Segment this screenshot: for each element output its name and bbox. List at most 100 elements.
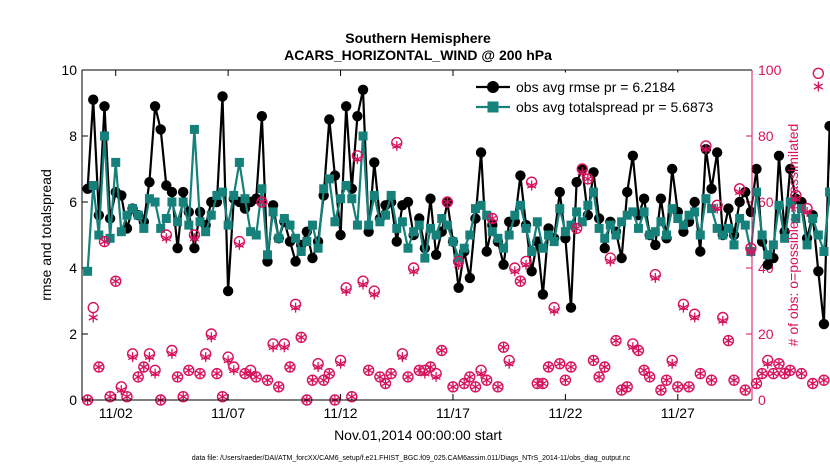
spread-point (347, 194, 357, 204)
obs-assimilated-point (229, 365, 239, 376)
spread-point (763, 250, 773, 260)
spread-point (791, 214, 801, 223)
rmse-point (571, 177, 582, 188)
spread-point (645, 230, 655, 240)
spread-point (313, 243, 323, 253)
spread-point (662, 230, 672, 240)
spread-point (566, 220, 576, 230)
obs-assimilated-point (403, 371, 413, 382)
spread-point (279, 214, 289, 223)
obs-assimilated-point (746, 246, 756, 257)
spread-point (431, 230, 441, 240)
spread-point (802, 240, 812, 250)
spread-point (465, 230, 475, 240)
spread-point (178, 197, 188, 207)
legend-box (467, 72, 751, 120)
spread-point (341, 181, 351, 190)
rmse-point (599, 243, 610, 254)
spread-point (780, 233, 790, 243)
obs-assimilated-point (645, 371, 655, 382)
spread-point (302, 237, 312, 247)
rmse-point (622, 186, 633, 198)
obs-assimilated-point (200, 352, 211, 363)
obs-assimilated-point (127, 352, 138, 363)
y-left-tick-label: 4 (69, 260, 77, 276)
spread-point (251, 230, 261, 240)
plot-area: 024681002040608010011/0211/0711/1211/171… (61, 62, 830, 421)
obs-assimilated-point (251, 371, 261, 382)
obs-assimilated-point (223, 355, 233, 366)
spread-point (268, 207, 278, 217)
obs-assimilated-point (139, 362, 149, 372)
obs-assimilated-point (740, 385, 750, 396)
rmse-point (723, 203, 734, 214)
obs-assimilated-point (774, 358, 784, 369)
obs-assimilated-point (549, 305, 559, 316)
obs-assimilated-point (363, 365, 374, 376)
spread-point (667, 204, 677, 214)
obs-assimilated-point (712, 203, 722, 214)
rmse-point (824, 120, 830, 132)
rmse-point (475, 147, 487, 158)
obs-assimilated-point (819, 375, 829, 386)
spread-point (774, 200, 784, 210)
obs-assimilated-point (763, 358, 773, 369)
y-left-tick-label: 8 (69, 128, 77, 144)
obs-assimilated-point (577, 167, 587, 178)
spread-point (358, 131, 368, 141)
spread-point (88, 181, 98, 190)
spread-point (319, 184, 329, 194)
obs-assimilated-point (734, 187, 745, 198)
obs-assimilated-point (493, 381, 503, 392)
spread-point (189, 124, 199, 134)
spread-point (296, 247, 306, 256)
rmse-point (526, 266, 537, 277)
obs-assimilated-point (375, 371, 385, 382)
obs-assimilated-point (695, 368, 705, 379)
obs-assimilated-point (476, 368, 486, 379)
obs-assimilated-point (386, 368, 396, 379)
chart-title: Southern Hemisphere (345, 30, 491, 46)
spread-point (504, 230, 514, 240)
obs-assimilated-point (442, 197, 453, 207)
spread-point (555, 204, 565, 214)
rmse-point (565, 302, 577, 313)
x-tick-label: 11/07 (211, 405, 245, 421)
spread-point (701, 194, 711, 204)
spread-point (588, 187, 598, 197)
spread-point (392, 223, 402, 233)
obs-assimilated-point (358, 279, 368, 290)
spread-point (111, 157, 121, 167)
spread-point (544, 230, 554, 240)
spread-point (161, 214, 171, 223)
obs-assimilated-point (431, 371, 441, 382)
obs-assimilated-point (189, 233, 200, 244)
obs-assimilated-point (555, 358, 565, 369)
y-left-tick-label: 10 (61, 62, 77, 78)
rmse-point (650, 239, 661, 251)
obs-assimilated-point (526, 180, 537, 191)
spread-point (128, 204, 138, 214)
obs-assimilated-point (583, 173, 593, 184)
spread-point (583, 200, 593, 210)
obs-assimilated-point (661, 375, 672, 386)
spread-point (515, 200, 525, 210)
obs-assimilated-point (262, 375, 273, 386)
spread-point (144, 194, 154, 204)
spread-point (403, 243, 413, 253)
spread-point (156, 223, 166, 233)
spread-point (150, 197, 160, 207)
obs-assimilated-point (751, 378, 762, 389)
spread-point (757, 230, 767, 240)
rmse-point (453, 282, 464, 293)
obs-assimilated-point (195, 368, 205, 379)
rmse-point (324, 114, 335, 125)
spread-point (819, 247, 829, 256)
obs-assimilated-point (335, 358, 346, 369)
spread-point (527, 247, 537, 256)
spread-point (116, 227, 126, 237)
spread-point (257, 184, 267, 194)
obs-assimilated-point (369, 289, 379, 300)
spread-point (729, 240, 739, 250)
spread-point (499, 243, 509, 253)
